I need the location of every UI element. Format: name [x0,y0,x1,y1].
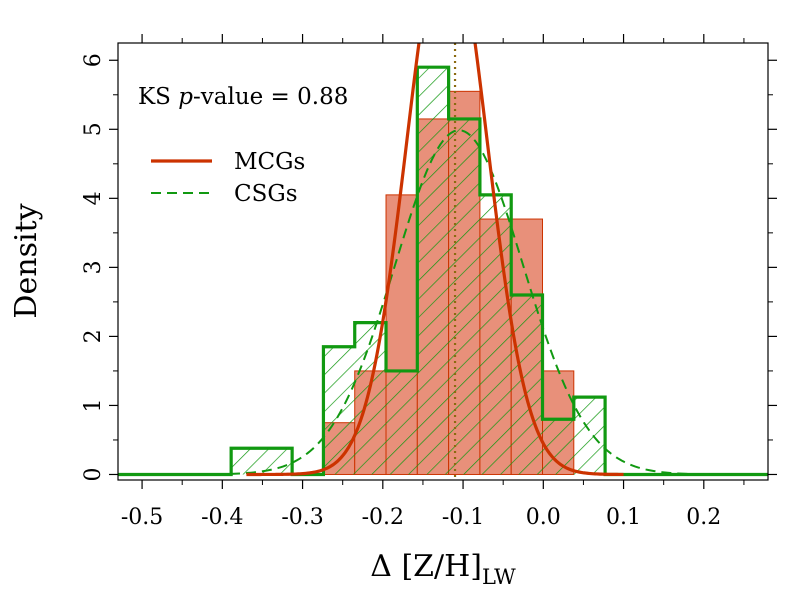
axis-ticks: -0.5 -0.4 -0.3 -0.2 -0.1 0.0 0.1 0.2 0 1 2 3 4 5 6 [81,34,777,530]
csg-bar-hatch [354,322,387,475]
x-tick-label: -0.4 [201,505,243,530]
ks-annotation-suffix: -value = 0.88 [193,84,348,110]
x-tick-label: 0.1 [606,505,641,530]
csg-hatch-fill [231,67,606,475]
ks-annotation: KS p-value = 0.88 [138,84,348,110]
ks-annotation-prefix: KS [138,84,178,110]
csg-bar-hatch [417,67,449,475]
density-curves [118,43,768,477]
legend-csg-label: CSGs [234,181,298,207]
y-tick-label: 2 [81,329,106,343]
x-tick-label: -0.2 [362,505,404,530]
legend-mcg-label: MCGs [234,149,305,175]
x-axis-title-subscript: LW [482,565,516,589]
csg-bar-hatch [231,448,293,475]
x-tick-label: 0.2 [686,505,721,530]
x-tick-label: -0.3 [281,505,323,530]
csg-bar-hatch [323,346,355,475]
mcg-density-curve [246,43,624,477]
x-tick-label: -0.5 [121,505,163,530]
y-axis-title: Density [9,203,44,318]
y-tick-label: 6 [81,53,106,67]
y-tick-label: 0 [81,467,106,481]
y-tick-label: 4 [81,191,106,205]
y-tick-label: 5 [81,122,106,136]
x-axis-title: Δ [Z/H]LW [370,549,516,589]
csg-bar-hatch [386,370,418,475]
csg-bar-hatch [511,294,543,475]
x-tick-label: 0.0 [526,505,561,530]
csg-bar-hatch [542,419,574,475]
ks-annotation-variable: p [178,84,193,110]
x-axis-title-main: Δ [Z/H] [370,549,482,584]
legend: MCGs CSGs [151,149,305,207]
csg-bar-hatch [479,194,512,475]
csg-bar-hatch [448,118,480,475]
plot-frame [117,42,769,481]
csg-density-curve [118,129,768,476]
csg-bar-hatch [573,397,606,475]
y-tick-label: 3 [81,260,106,274]
x-tick-label: -0.1 [442,505,484,530]
y-tick-label: 1 [81,398,106,412]
